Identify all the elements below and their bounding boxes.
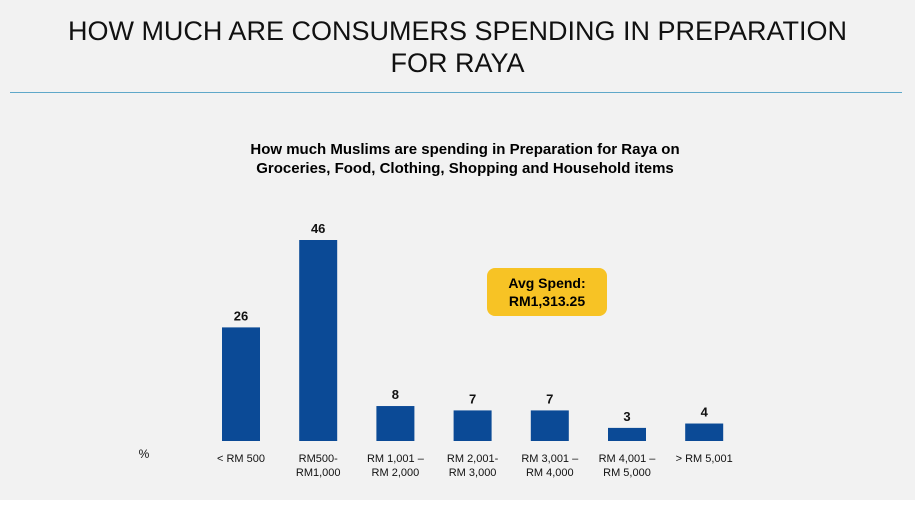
bar-chart: 26 < RM 500 46 RM500-RM1,000 8 RM 1,001 – RM 2… — [139, 221, 733, 479]
page-title: HOW MUCH ARE CONSUMERS SPENDING IN PREPA… — [67, 16, 848, 78]
category-label-0: < RM 500 — [217, 453, 265, 465]
bar-5 — [608, 427, 646, 441]
category-label-1: RM500-RM1,000 — [296, 453, 341, 479]
bar-3 — [453, 410, 492, 441]
title-divider — [10, 92, 902, 93]
value-label-2: 8 — [392, 387, 399, 402]
chart-title: How much Muslims are spending in Prepara… — [250, 141, 680, 177]
slide-background: HOW MUCH ARE CONSUMERS SPENDING IN PREPA… — [0, 0, 915, 500]
value-label-5: 3 — [623, 409, 630, 424]
bar-2 — [376, 406, 415, 441]
category-label-3: RM 2,001-RM 3,000 — [447, 453, 499, 479]
bar-1 — [299, 240, 338, 441]
value-label-1: 46 — [311, 221, 325, 236]
value-label-3: 7 — [469, 391, 476, 406]
value-label-4: 7 — [546, 391, 553, 406]
category-label-6: > RM 5,001 — [676, 453, 733, 465]
y-unit-label: % — [139, 447, 150, 461]
bar-4 — [530, 410, 569, 441]
value-label-0: 26 — [234, 308, 248, 323]
category-label-4: RM 3,001 – RM 4,000 — [521, 453, 579, 479]
bar-6 — [685, 423, 724, 441]
bar-0 — [222, 327, 260, 441]
value-label-6: 4 — [701, 405, 709, 420]
avg-spend-callout: Avg Spend: RM1,313.25 — [487, 268, 607, 316]
category-label-5: RM 4,001 – RM 5,000 — [599, 453, 657, 479]
category-label-2: RM 1,001 – RM 2,000 — [367, 453, 425, 479]
